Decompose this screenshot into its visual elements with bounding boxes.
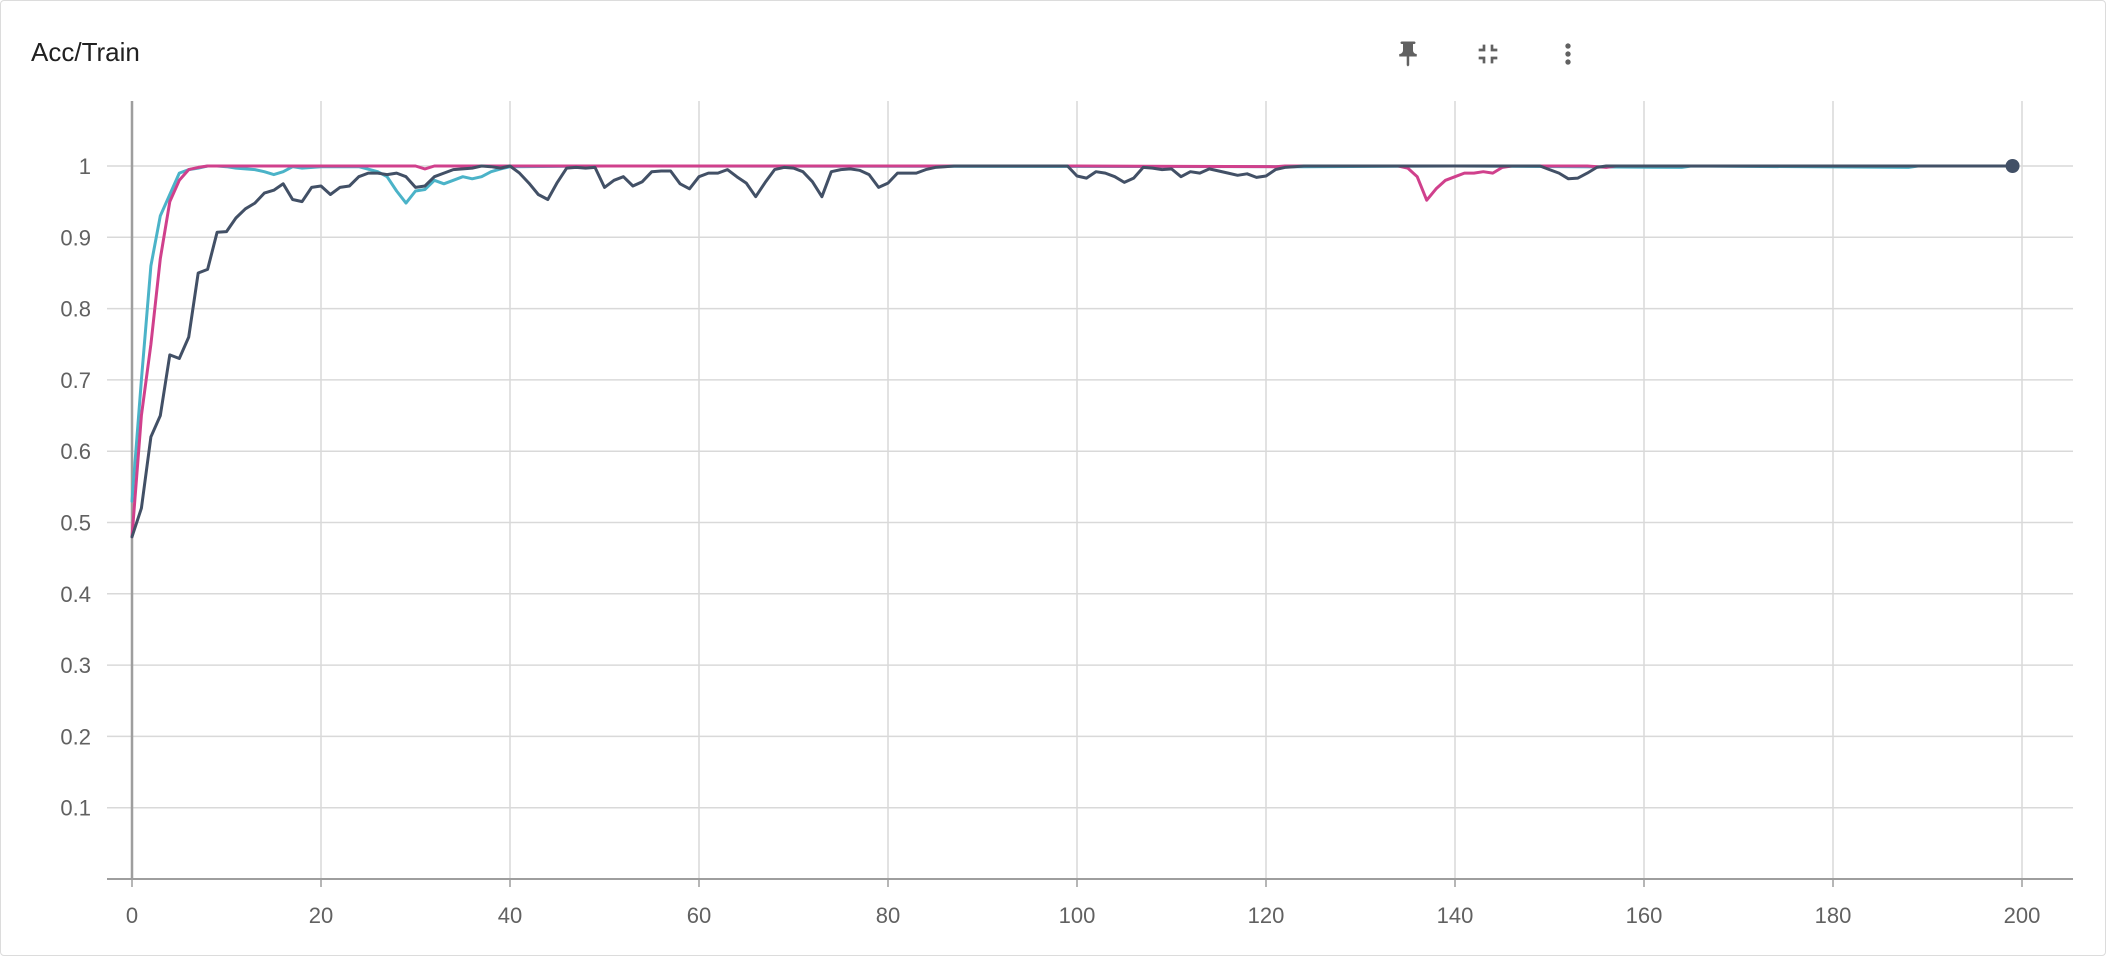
x-tick-label: 100 (1059, 903, 1096, 928)
x-tick-label: 180 (1815, 903, 1852, 928)
series-end-marker (2005, 159, 2020, 173)
y-tick-label: 0.8 (60, 297, 91, 322)
y-tick-label: 0.4 (60, 582, 91, 607)
x-tick-label: 160 (1626, 903, 1663, 928)
pin-button[interactable] (1383, 29, 1433, 79)
y-tick-label: 0.6 (60, 439, 91, 464)
x-tick-label: 80 (876, 903, 900, 928)
y-tick-label: 0.9 (60, 225, 91, 250)
x-tick-label: 0 (126, 903, 138, 928)
y-tick-label: 0.7 (60, 368, 91, 393)
x-tick-label: 140 (1437, 903, 1474, 928)
y-tick-label: 0.2 (60, 724, 91, 749)
more-options-button[interactable] (1543, 29, 1593, 79)
series-line-2 (130, 164, 2014, 539)
y-tick-label: 0.5 (60, 511, 91, 536)
y-tick-label: 0.1 (60, 796, 91, 821)
y-tick-label: 1 (79, 154, 91, 179)
pin-icon (1393, 39, 1423, 69)
y-tick-label: 0.3 (60, 653, 91, 678)
fullscreen-exit-icon (1472, 38, 1504, 70)
x-tick-label: 200 (2004, 903, 2041, 928)
chart-title: Acc/Train (31, 37, 140, 67)
x-tick-label: 20 (309, 903, 333, 928)
x-tick-label: 40 (498, 903, 522, 928)
x-tick-label: 60 (687, 903, 711, 928)
series-line-3 (130, 164, 2014, 539)
collapse-button[interactable] (1463, 29, 1513, 79)
more-vert-icon (1552, 38, 1584, 70)
x-tick-label: 120 (1248, 903, 1285, 928)
